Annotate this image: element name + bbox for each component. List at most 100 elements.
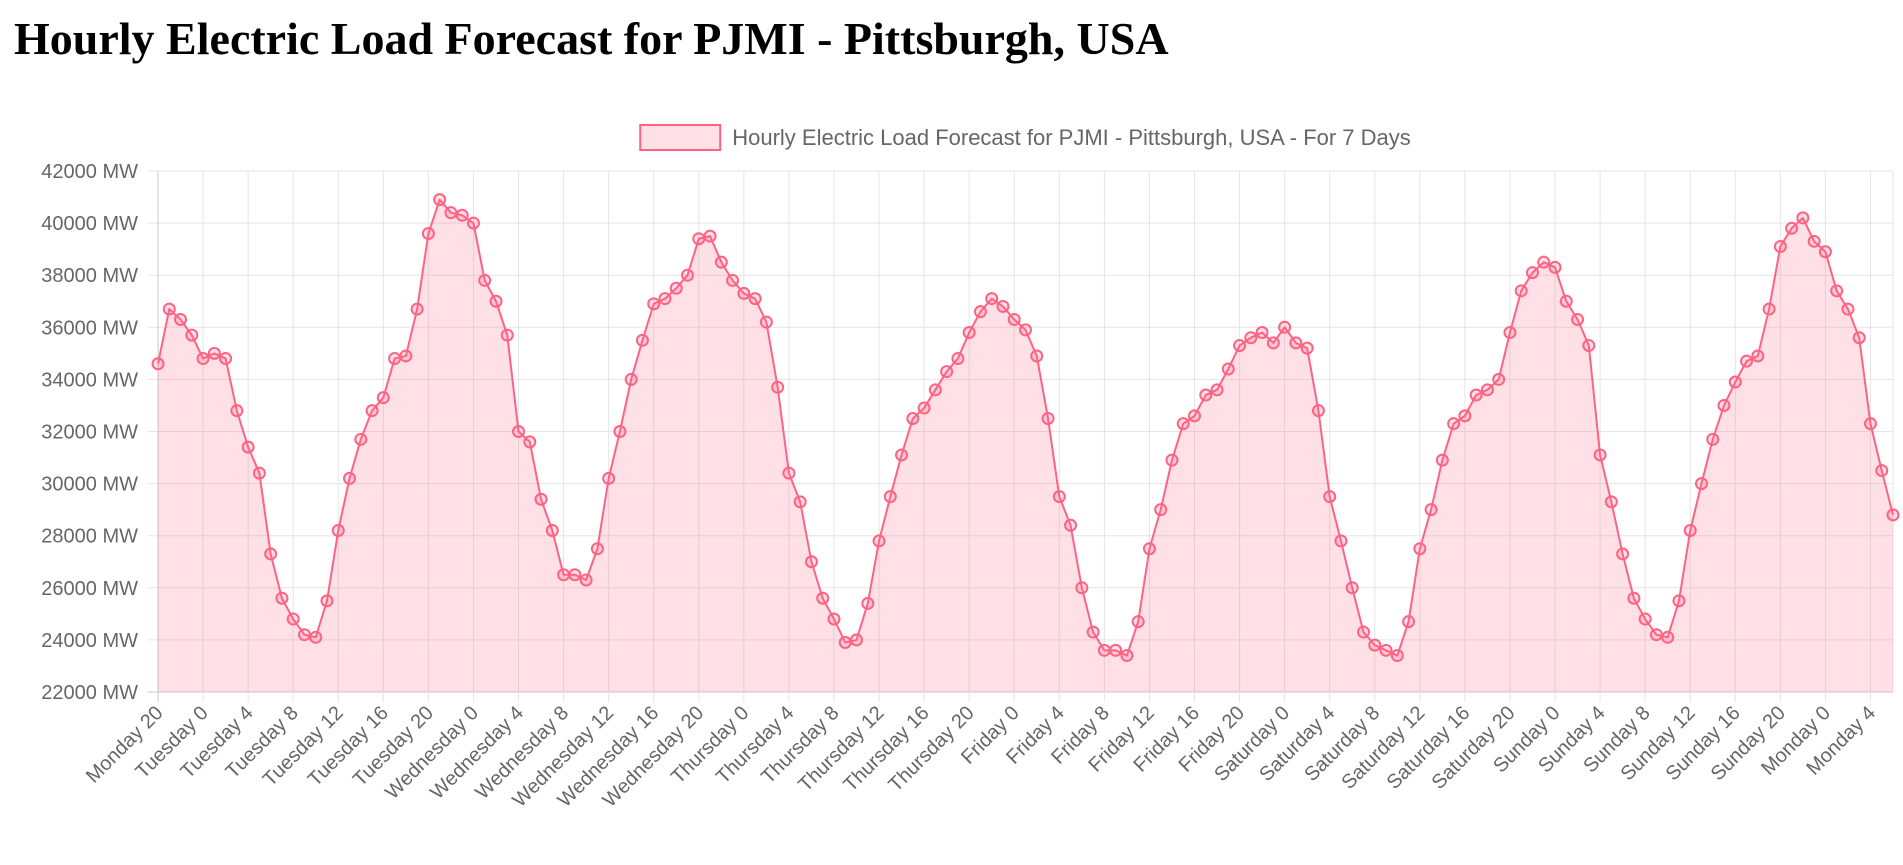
data-point[interactable] [613, 425, 627, 438]
data-point[interactable] [816, 591, 830, 605]
data-point[interactable] [1559, 294, 1573, 308]
data-point[interactable] [1289, 336, 1303, 350]
data-point[interactable] [748, 292, 762, 306]
data-point[interactable] [692, 232, 706, 246]
data-point[interactable] [928, 383, 942, 397]
data-point[interactable] [1086, 625, 1100, 639]
data-point[interactable] [399, 349, 413, 363]
data-point[interactable] [410, 302, 424, 316]
data-point[interactable] [1052, 490, 1066, 504]
data-point[interactable] [973, 305, 987, 319]
data-point[interactable] [917, 401, 931, 415]
data-point[interactable] [602, 471, 616, 485]
data-point[interactable] [1165, 453, 1179, 467]
data-point[interactable] [1266, 336, 1280, 350]
data-point[interactable] [872, 534, 886, 548]
data-point[interactable] [1694, 477, 1708, 491]
data-point[interactable] [1075, 581, 1089, 595]
data-point[interactable] [1424, 503, 1438, 517]
data-point[interactable] [489, 294, 503, 308]
data-point[interactable] [512, 425, 526, 438]
data-point[interactable] [252, 466, 266, 480]
data-point[interactable] [1582, 339, 1596, 353]
data-point[interactable] [185, 328, 199, 342]
data-point[interactable] [985, 292, 999, 306]
data-point[interactable] [1649, 628, 1663, 642]
data-point[interactable] [951, 352, 965, 366]
data-point[interactable] [906, 411, 920, 425]
data-point[interactable] [1841, 302, 1855, 316]
data-point[interactable] [1402, 615, 1416, 629]
data-point[interactable] [568, 568, 582, 582]
data-point[interactable] [962, 326, 976, 340]
data-point[interactable] [1176, 417, 1190, 431]
data-point[interactable] [1041, 411, 1055, 425]
data-point[interactable] [1030, 349, 1044, 363]
data-point[interactable] [433, 193, 447, 207]
data-point[interactable] [478, 273, 492, 287]
data-point[interactable] [1334, 534, 1348, 548]
data-point[interactable] [1717, 398, 1731, 412]
data-point[interactable] [1672, 594, 1686, 608]
data-point[interactable] [1379, 643, 1393, 657]
data-point[interactable] [219, 352, 233, 366]
data-point[interactable] [1886, 508, 1900, 522]
data-point[interactable] [1706, 432, 1720, 446]
data-point[interactable] [940, 365, 954, 379]
data-point[interactable] [151, 357, 165, 371]
data-point[interactable] [1593, 448, 1607, 462]
data-point[interactable] [421, 227, 435, 241]
data-point[interactable] [1627, 591, 1641, 605]
data-point[interactable] [1525, 266, 1539, 280]
data-point[interactable] [624, 372, 638, 386]
data-point[interactable] [365, 404, 379, 418]
data-point[interactable] [1796, 211, 1810, 225]
data-point[interactable] [241, 440, 255, 454]
data-point[interactable] [297, 628, 311, 642]
data-point[interactable] [1356, 625, 1370, 639]
data-point[interactable] [1187, 409, 1201, 423]
data-point[interactable] [759, 315, 773, 329]
legend-label[interactable]: Hourly Electric Load Forecast for PJMI -… [732, 125, 1411, 150]
data-point[interactable] [275, 591, 289, 605]
data-point[interactable] [1616, 547, 1630, 561]
chart-legend[interactable]: Hourly Electric Load Forecast for PJMI -… [639, 124, 1411, 151]
data-point[interactable] [1221, 362, 1235, 376]
data-point[interactable] [681, 268, 695, 282]
data-point[interactable] [331, 523, 345, 537]
data-point[interactable] [1345, 581, 1359, 595]
data-point[interactable] [883, 490, 897, 504]
data-point[interactable] [286, 612, 300, 626]
data-point[interactable] [1807, 234, 1821, 248]
data-point[interactable] [590, 542, 604, 556]
data-point[interactable] [1773, 240, 1787, 254]
data-point[interactable] [545, 523, 559, 537]
data-point[interactable] [1390, 649, 1404, 663]
data-point[interactable] [1514, 284, 1528, 298]
data-point[interactable] [523, 435, 537, 449]
data-point[interactable] [1447, 417, 1461, 431]
data-point[interactable] [1097, 643, 1111, 657]
data-point[interactable] [1875, 464, 1889, 478]
data-point[interactable] [455, 208, 469, 222]
data-point[interactable] [309, 630, 323, 644]
data-point[interactable] [804, 555, 818, 569]
data-point[interactable] [444, 206, 458, 220]
data-point[interactable] [1142, 542, 1156, 556]
data-point[interactable] [1604, 495, 1618, 509]
data-point[interactable] [1244, 331, 1258, 345]
data-point[interactable] [1571, 312, 1585, 326]
data-point[interactable] [1492, 372, 1506, 386]
data-point[interactable] [534, 492, 548, 506]
data-point[interactable] [1830, 284, 1844, 298]
data-point[interactable] [703, 229, 717, 243]
data-point[interactable] [1368, 638, 1382, 652]
data-point[interactable] [1661, 630, 1675, 644]
data-point[interactable] [230, 404, 244, 418]
data-point[interactable] [1120, 649, 1134, 663]
data-point[interactable] [1480, 383, 1494, 397]
data-point[interactable] [207, 346, 221, 360]
data-point[interactable] [669, 281, 683, 295]
data-point[interactable] [376, 391, 390, 405]
data-point[interactable] [1638, 612, 1652, 626]
